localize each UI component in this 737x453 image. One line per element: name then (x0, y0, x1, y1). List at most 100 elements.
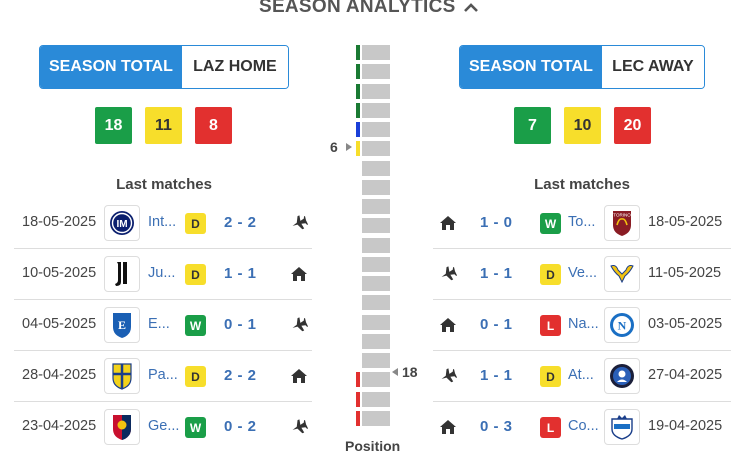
left-match-row[interactable]: 18-05-2025 IM Int... D 2 - 2 (14, 199, 312, 249)
plane-icon (292, 419, 308, 434)
match-score[interactable]: 0 - 1 (480, 316, 513, 333)
result-badge: D (185, 264, 206, 285)
napoli-logo: N (604, 307, 640, 343)
opponent-name[interactable]: E... (148, 316, 170, 332)
result-badge: D (540, 366, 561, 387)
svg-text:IM: IM (116, 219, 127, 230)
result-badge: W (185, 417, 206, 438)
position-segment-11 (356, 237, 390, 253)
position-label: Position (345, 438, 401, 453)
home-icon (440, 420, 456, 434)
position-segment-2 (356, 64, 390, 80)
right-away-tab[interactable]: LEC AWAY (601, 46, 704, 88)
left-match-row[interactable]: 28-04-2025 Pa... D 2 - 2 (14, 352, 312, 402)
opponent-name[interactable]: Ge... (148, 418, 180, 434)
position-segment-6 (356, 141, 390, 157)
zone-marker (356, 372, 360, 388)
home-icon (291, 369, 307, 383)
match-date: 23-04-2025 (22, 418, 97, 434)
position-bar (362, 391, 390, 407)
match-score[interactable]: 1 - 1 (480, 367, 513, 384)
position-segment-4 (356, 102, 390, 118)
left-match-row[interactable]: 04-05-2025 E E... W 0 - 1 (14, 301, 312, 351)
match-score[interactable]: 2 - 2 (224, 214, 257, 231)
home-icon (291, 267, 307, 281)
left-last-matches-title: Last matches (116, 176, 212, 193)
juventus-logo (104, 256, 140, 292)
como-logo (604, 409, 640, 445)
right-draws-badge: 10 (564, 107, 601, 144)
match-score[interactable]: 1 - 1 (480, 265, 513, 282)
position-segment-15 (356, 314, 390, 330)
plane-icon (441, 266, 457, 281)
left-match-row[interactable]: 23-04-2025 Ge... W 0 - 2 (14, 403, 312, 453)
zone-marker (356, 102, 360, 118)
right-wins-badge: 7 (514, 107, 551, 144)
opponent-name[interactable]: Pa... (148, 367, 178, 383)
empoli-logo: E (104, 307, 140, 343)
match-score[interactable]: 1 - 1 (224, 265, 257, 282)
match-date: 11-05-2025 (648, 265, 722, 281)
position-segment-18 (356, 372, 390, 388)
atalanta-logo (604, 358, 640, 394)
match-date: 18-05-2025 (648, 214, 723, 230)
home-icon (440, 318, 456, 332)
left-match-row[interactable]: 10-05-2025 Ju... D 1 - 1 (14, 250, 312, 300)
position-bar (362, 256, 390, 272)
position-bar (362, 276, 390, 291)
plane-icon (292, 317, 308, 332)
left-scope-toggle: SEASON TOTAL LAZ HOME (39, 45, 289, 89)
match-score[interactable]: 2 - 2 (224, 367, 257, 384)
right-last-matches-title: Last matches (534, 176, 630, 193)
match-score[interactable]: 1 - 0 (480, 214, 513, 231)
position-bar (362, 372, 390, 388)
position-bar (362, 102, 390, 118)
left-draws-badge: 11 (145, 107, 182, 144)
left-losses-badge: 8 (195, 107, 232, 144)
position-bar (362, 83, 390, 99)
zone-marker (356, 83, 360, 99)
genoa-logo (104, 409, 140, 445)
opponent-name[interactable]: Ju... (148, 265, 176, 281)
match-date: 27-04-2025 (648, 367, 723, 383)
home-icon (440, 216, 456, 230)
right-match-row[interactable]: 1 - 1 D Ve... 11-05-2025 (433, 250, 731, 300)
result-badge: D (185, 366, 206, 387)
right-match-row[interactable]: 1 - 1 D At... 27-04-2025 (433, 352, 731, 402)
svg-text:N: N (618, 319, 627, 333)
position-bar (362, 199, 390, 214)
chevron-up-icon[interactable] (464, 2, 478, 13)
position-segment-3 (356, 83, 390, 99)
position-segment-13 (356, 276, 390, 291)
right-match-row[interactable]: 0 - 3 L Co... 19-04-2025 (433, 403, 731, 453)
left-home-tab[interactable]: LAZ HOME (181, 46, 288, 88)
left-position-pointer-icon (346, 143, 352, 151)
parma-logo (104, 358, 140, 394)
position-segment-12 (356, 256, 390, 272)
result-badge: L (540, 315, 561, 336)
result-badge: L (540, 417, 561, 438)
right-season-total-tab[interactable]: SEASON TOTAL (460, 46, 602, 88)
position-segment-10 (356, 218, 390, 234)
opponent-name[interactable]: Ve... (568, 265, 598, 281)
match-date: 04-05-2025 (22, 316, 97, 332)
right-match-row[interactable]: 1 - 0 W To... TORINO 18-05-2025 (433, 199, 731, 249)
zone-marker (356, 391, 360, 407)
left-season-total-tab[interactable]: SEASON TOTAL (40, 46, 182, 88)
opponent-name[interactable]: Int... (148, 214, 177, 230)
opponent-name[interactable]: Na... (568, 316, 599, 332)
position-bar (362, 314, 390, 330)
opponent-name[interactable]: Co... (568, 418, 599, 434)
opponent-name[interactable]: At... (568, 367, 594, 383)
right-match-row[interactable]: 0 - 1 L Na... N 03-05-2025 (433, 301, 731, 351)
position-bar (362, 295, 390, 311)
match-date: 18-05-2025 (22, 214, 97, 230)
opponent-name[interactable]: To... (568, 214, 596, 230)
match-score[interactable]: 0 - 2 (224, 418, 257, 435)
right-position-pointer-icon (392, 368, 398, 376)
match-score[interactable]: 0 - 3 (480, 418, 513, 435)
zone-marker (356, 45, 360, 60)
match-score[interactable]: 0 - 1 (224, 316, 257, 333)
position-bar (362, 410, 390, 426)
section-header[interactable]: SEASON ANALYTICS (0, 0, 737, 18)
